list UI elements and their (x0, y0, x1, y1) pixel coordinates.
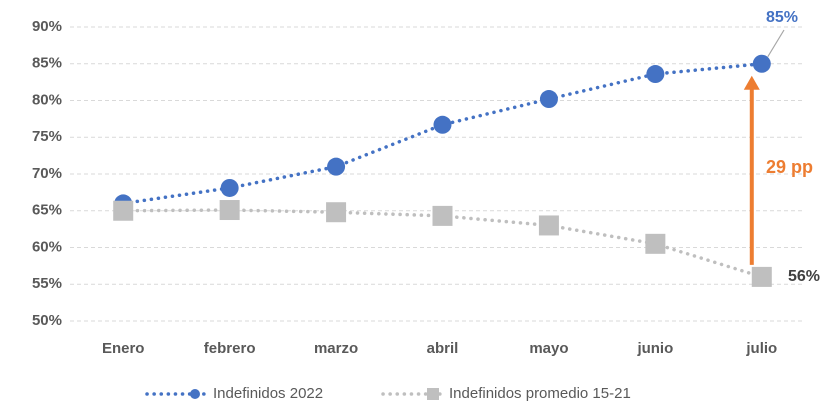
x-tick-label: mayo (529, 340, 568, 357)
data-point (645, 233, 666, 254)
legend-marker (190, 389, 200, 399)
data-point (113, 200, 134, 221)
data-point (646, 65, 665, 84)
y-tick-label: 50% (32, 312, 62, 329)
data-point (219, 200, 240, 221)
data-point (751, 266, 772, 287)
legend-label: Indefinidos 2022 (213, 385, 323, 402)
arrow-head (743, 75, 760, 90)
x-tick-label: febrero (204, 340, 256, 357)
data-point (432, 205, 453, 226)
y-tick-label: 85% (32, 55, 62, 72)
data-point (539, 90, 558, 109)
y-tick-label: 65% (32, 202, 62, 219)
legend-label: Indefinidos promedio 15-21 (449, 385, 631, 402)
annotation: 85% (766, 9, 798, 26)
x-tick-label: marzo (314, 340, 358, 357)
data-point (326, 202, 347, 223)
x-tick-label: junio (636, 340, 673, 357)
data-point (327, 157, 346, 176)
y-tick-label: 55% (32, 275, 62, 292)
y-tick-label: 90% (32, 18, 62, 35)
data-point (752, 54, 771, 73)
leader-line (767, 29, 785, 58)
legend-marker (427, 388, 439, 400)
x-tick-label: abril (427, 340, 459, 357)
y-tick-label: 60% (32, 238, 62, 255)
data-point (220, 178, 239, 197)
data-point (538, 215, 559, 236)
y-tick-label: 75% (32, 128, 62, 145)
x-tick-label: Enero (102, 340, 145, 357)
data-point (433, 115, 452, 134)
x-tick-label: julio (745, 340, 777, 357)
annotation: 29 pp (766, 157, 813, 177)
annotation: 56% (788, 268, 820, 285)
y-tick-label: 80% (32, 91, 62, 108)
y-tick-label: 70% (32, 165, 62, 182)
